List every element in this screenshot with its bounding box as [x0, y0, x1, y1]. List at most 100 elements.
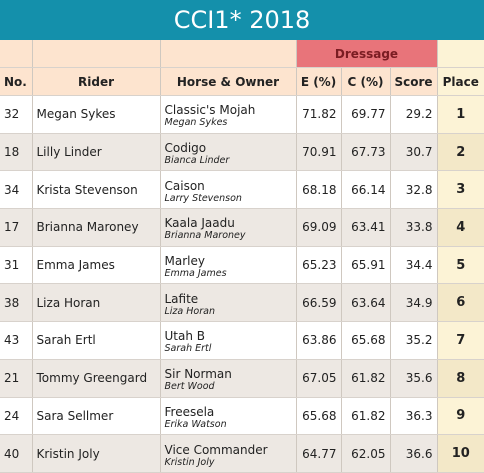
- rider-cell: Brianna Maroney: [31, 208, 160, 247]
- header-row: No. Rider Horse & Owner E (%) C (%) Scor…: [0, 67, 484, 96]
- e-score-cell: 64.77: [295, 434, 341, 473]
- rider-cell: Krista Stevenson: [31, 170, 160, 210]
- rider-cell: Emma James: [31, 246, 160, 285]
- score-cell: 32.8: [389, 170, 437, 210]
- c-score-cell: 61.82: [340, 397, 390, 436]
- table-row: 31 Emma James Marley Emma James 65.23 65.91 34…: [0, 246, 484, 285]
- score-cell: 36.3: [389, 397, 437, 436]
- rider-cell: Tommy Greengard: [31, 359, 160, 398]
- horse-name: Classic's Mojah: [164, 103, 256, 118]
- horse-name: Caison: [164, 178, 205, 193]
- results-table: Dressage No. Rider Horse & Owner E (%) C…: [0, 40, 484, 473]
- table-row: 32 Megan Sykes Classic's Mojah Megan Sykes 7…: [0, 95, 484, 134]
- column-header: No.: [0, 67, 32, 96]
- place-cell: 10: [436, 434, 484, 473]
- table-row: 24 Sara Sellmer Freesela Erika Watson 65.68 6…: [0, 397, 484, 436]
- number-cell: 34: [0, 170, 32, 210]
- place-cell: 6: [436, 283, 484, 323]
- horse-name: Codigo: [164, 141, 207, 156]
- header-cell: [31, 40, 160, 68]
- c-score-cell: 67.73: [340, 133, 390, 172]
- owner-name: Bert Wood: [164, 381, 215, 393]
- e-score-cell: 63.86: [295, 321, 341, 360]
- number-cell: 17: [0, 208, 32, 247]
- c-score-cell: 63.41: [340, 208, 390, 247]
- e-score-cell: 66.59: [295, 283, 341, 323]
- place-cell: 1: [436, 95, 484, 134]
- column-header: Rider: [31, 67, 160, 96]
- owner-name: Larry Stevenson: [164, 192, 242, 204]
- number-cell: 43: [0, 321, 32, 360]
- score-cell: 33.8: [389, 208, 437, 247]
- e-score-cell: 67.05: [295, 359, 341, 398]
- table-row: 18 Lilly Linder Codigo Bianca Linder 70.91 67…: [0, 133, 484, 172]
- e-score-cell: 65.68: [295, 397, 341, 436]
- table-body: 32 Megan Sykes Classic's Mojah Megan Sykes 7…: [0, 95, 484, 473]
- e-score-cell: 69.09: [295, 208, 341, 247]
- title-bar: CCI1* 2018: [0, 0, 484, 40]
- table-row: 34 Krista Stevenson Caison Larry Stevenson 6…: [0, 170, 484, 210]
- horse-owner-cell: Sir Norman Bert Wood: [159, 359, 296, 398]
- score-cell: 29.2: [389, 95, 437, 134]
- place-cell: 2: [436, 133, 484, 172]
- horse-name: Kaala Jaadu: [164, 216, 235, 231]
- rider-cell: Megan Sykes: [31, 95, 160, 134]
- horse-owner-cell: Utah B Sarah Ertl: [159, 321, 296, 360]
- owner-name: Bianca Linder: [164, 155, 230, 167]
- number-cell: 38: [0, 283, 32, 323]
- horse-owner-cell: Codigo Bianca Linder: [159, 133, 296, 172]
- number-cell: 24: [0, 397, 32, 436]
- score-cell: 34.4: [389, 246, 437, 285]
- horse-name: Vice Commander: [164, 442, 268, 457]
- horse-name: Sir Norman: [164, 367, 232, 382]
- rider-cell: Lilly Linder: [31, 133, 160, 172]
- header-row: Dressage: [0, 40, 484, 68]
- owner-name: Sarah Ertl: [164, 343, 212, 355]
- place-cell: 5: [436, 246, 484, 285]
- horse-owner-cell: Vice Commander Kristin Joly: [159, 434, 296, 473]
- score-cell: 30.7: [389, 133, 437, 172]
- table-row: 38 Liza Horan Lafite Liza Horan 66.59 63.64 34…: [0, 283, 484, 323]
- place-cell: 8: [436, 359, 484, 398]
- table-row: 21 Tommy Greengard Sir Norman Bert Wood 67.0…: [0, 359, 484, 398]
- horse-owner-cell: Marley Emma James: [159, 246, 296, 285]
- number-cell: 32: [0, 95, 32, 134]
- horse-name: Lafite: [164, 291, 199, 306]
- horse-owner-cell: Freesela Erika Watson: [159, 397, 296, 436]
- owner-name: Kristin Joly: [164, 456, 215, 468]
- e-score-cell: 65.23: [295, 246, 341, 285]
- e-score-cell: 68.18: [295, 170, 341, 210]
- column-header: Score: [389, 67, 437, 96]
- rider-cell: Liza Horan: [31, 283, 160, 323]
- owner-name: Erika Watson: [164, 418, 227, 430]
- owner-name: Liza Horan: [164, 305, 215, 317]
- horse-name: Freesela: [164, 404, 215, 419]
- header-cell: [436, 40, 484, 68]
- table-row: 40 Kristin Joly Vice Commander Kristin Joly…: [0, 434, 484, 473]
- c-score-cell: 63.64: [340, 283, 390, 323]
- column-header: C (%): [340, 67, 390, 96]
- place-cell: 3: [436, 170, 484, 210]
- score-cell: 35.6: [389, 359, 437, 398]
- score-cell: 35.2: [389, 321, 437, 360]
- c-score-cell: 66.14: [340, 170, 390, 210]
- owner-name: Emma James: [164, 268, 227, 280]
- c-score-cell: 65.91: [340, 246, 390, 285]
- number-cell: 31: [0, 246, 32, 285]
- c-score-cell: 62.05: [340, 434, 390, 473]
- table-row: 43 Sarah Ertl Utah B Sarah Ertl 63.86 65.68 35…: [0, 321, 484, 360]
- group-header: Dressage: [295, 40, 437, 68]
- score-cell: 34.9: [389, 283, 437, 323]
- table-row: 17 Brianna Maroney Kaala Jaadu Brianna Maro…: [0, 208, 484, 247]
- c-score-cell: 69.77: [340, 95, 390, 134]
- header-cell: [0, 40, 32, 68]
- column-header: Place: [436, 67, 484, 96]
- header-cell: [159, 40, 296, 68]
- rider-cell: Sara Sellmer: [31, 397, 160, 436]
- place-cell: 9: [436, 397, 484, 436]
- column-header: E (%): [295, 67, 341, 96]
- place-cell: 4: [436, 208, 484, 247]
- column-header: Horse & Owner: [159, 67, 296, 96]
- horse-name: Utah B: [164, 329, 206, 344]
